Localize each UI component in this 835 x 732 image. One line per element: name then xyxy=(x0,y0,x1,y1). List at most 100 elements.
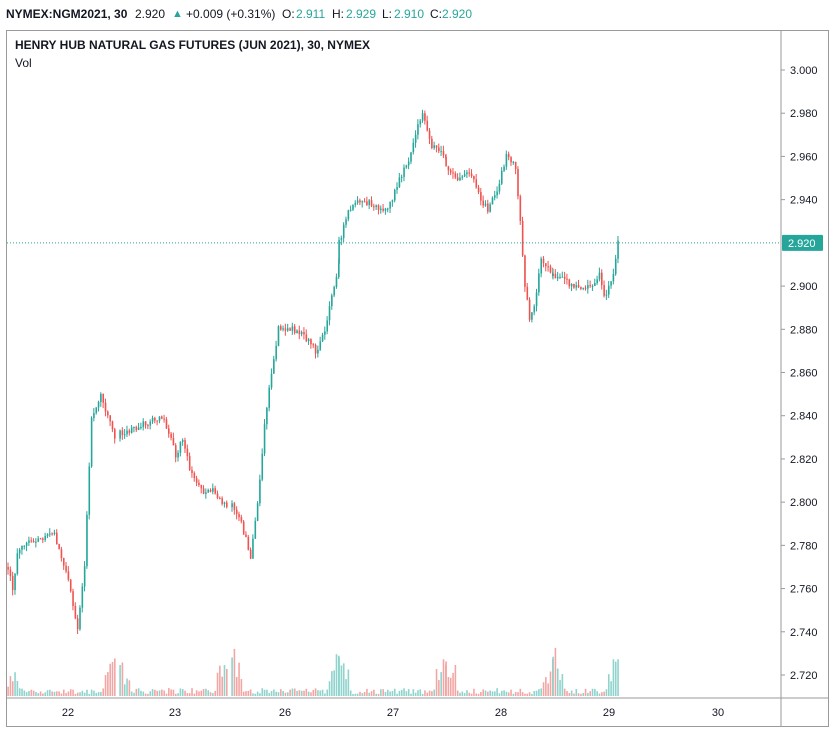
volume-bar xyxy=(591,688,594,696)
candle-body xyxy=(102,393,105,403)
candle-body xyxy=(126,430,128,435)
candle-body xyxy=(426,120,429,131)
candle-body xyxy=(46,534,49,536)
candle-body xyxy=(76,618,79,630)
volume-bar xyxy=(410,693,412,696)
volume-bar xyxy=(407,689,410,696)
volume-bar xyxy=(477,693,480,696)
candle-body xyxy=(259,479,261,504)
volume-bar xyxy=(519,688,522,696)
volume-bar xyxy=(338,657,340,696)
candle-body xyxy=(100,393,102,403)
time-tick-label: 26 xyxy=(279,707,291,719)
volume-bar xyxy=(489,690,491,696)
volume-bar xyxy=(214,690,217,696)
candle-body xyxy=(177,452,179,458)
candle-body xyxy=(226,502,228,508)
volume-bar xyxy=(223,665,226,696)
candle-body xyxy=(459,177,461,181)
volume-bar xyxy=(326,689,329,696)
candle-body xyxy=(147,425,149,427)
volume-bar xyxy=(598,693,601,696)
candle-body xyxy=(445,157,447,167)
candle-body xyxy=(261,453,264,480)
candle-body xyxy=(268,387,271,408)
candle-body xyxy=(428,130,431,139)
candle-body xyxy=(56,532,58,544)
volume-bar xyxy=(421,693,424,696)
volume-bar xyxy=(193,693,196,696)
volume-bar xyxy=(128,680,131,696)
volume-bar xyxy=(512,693,515,696)
candle-body xyxy=(570,283,573,287)
time-tick-label: 28 xyxy=(495,707,507,719)
volume-bar xyxy=(542,682,545,696)
candle-body xyxy=(403,167,405,177)
candle-body xyxy=(58,543,60,550)
candle-body xyxy=(468,172,471,174)
time-tick-label: 22 xyxy=(62,707,74,719)
volume-bar xyxy=(21,688,23,696)
volume-bar xyxy=(252,693,254,696)
volume-bar xyxy=(414,692,417,696)
volume-bar xyxy=(319,690,322,696)
candle-body xyxy=(454,173,457,178)
candle-body xyxy=(205,492,207,494)
volume-bar xyxy=(387,689,389,696)
candle-body xyxy=(475,179,478,188)
candle-body xyxy=(533,306,536,313)
volume-bar xyxy=(547,683,549,696)
chart-pane[interactable] xyxy=(6,30,829,727)
volume-bar xyxy=(184,690,186,696)
volume-bar xyxy=(147,693,149,696)
volume-bar xyxy=(582,692,585,696)
volume-bar xyxy=(205,688,207,696)
symbol-name[interactable]: NYMEX:NGM2021, 30 xyxy=(6,7,128,21)
candle-body xyxy=(556,276,559,279)
candle-body xyxy=(505,154,508,167)
candle-body xyxy=(442,151,445,156)
time-tick-label: 29 xyxy=(603,707,615,719)
candle-body xyxy=(612,274,615,282)
volume-bar xyxy=(39,691,42,696)
volume-bar xyxy=(366,688,368,696)
candle-body xyxy=(181,440,184,442)
volume-bar xyxy=(375,693,378,696)
volume-bar xyxy=(442,659,445,696)
volume-bar xyxy=(293,688,296,696)
volume-bar xyxy=(56,691,58,696)
candle-body xyxy=(335,277,338,288)
candle-body xyxy=(51,533,53,535)
volume-bar xyxy=(382,689,384,696)
candle-body xyxy=(121,430,124,436)
candle-body xyxy=(452,172,454,174)
time-tick-label: 23 xyxy=(169,707,181,719)
volume-bar xyxy=(200,690,203,696)
volume-bar xyxy=(219,665,221,696)
candle-body xyxy=(414,134,417,143)
candle-body xyxy=(284,328,287,331)
volume-bar xyxy=(60,693,63,696)
candle-body xyxy=(349,209,352,211)
volume-bar xyxy=(491,691,494,696)
volume-bar xyxy=(261,688,264,696)
candle-body xyxy=(514,161,517,169)
candle-body xyxy=(286,328,289,331)
volume-bar xyxy=(510,689,512,696)
volume-bar xyxy=(100,691,102,696)
volume-bar xyxy=(67,691,70,696)
candle-body xyxy=(584,287,587,289)
volume-bar xyxy=(18,688,21,696)
candle-body xyxy=(526,286,529,300)
volume-bar xyxy=(589,691,592,696)
candle-body xyxy=(14,573,16,591)
candle-body xyxy=(589,285,592,287)
candle-body xyxy=(16,553,19,574)
candle-body xyxy=(400,176,403,178)
candle-body xyxy=(594,283,596,286)
candle-body xyxy=(484,203,487,206)
candle-body xyxy=(273,359,275,374)
candle-body xyxy=(275,345,277,360)
volume-bar xyxy=(249,689,252,696)
